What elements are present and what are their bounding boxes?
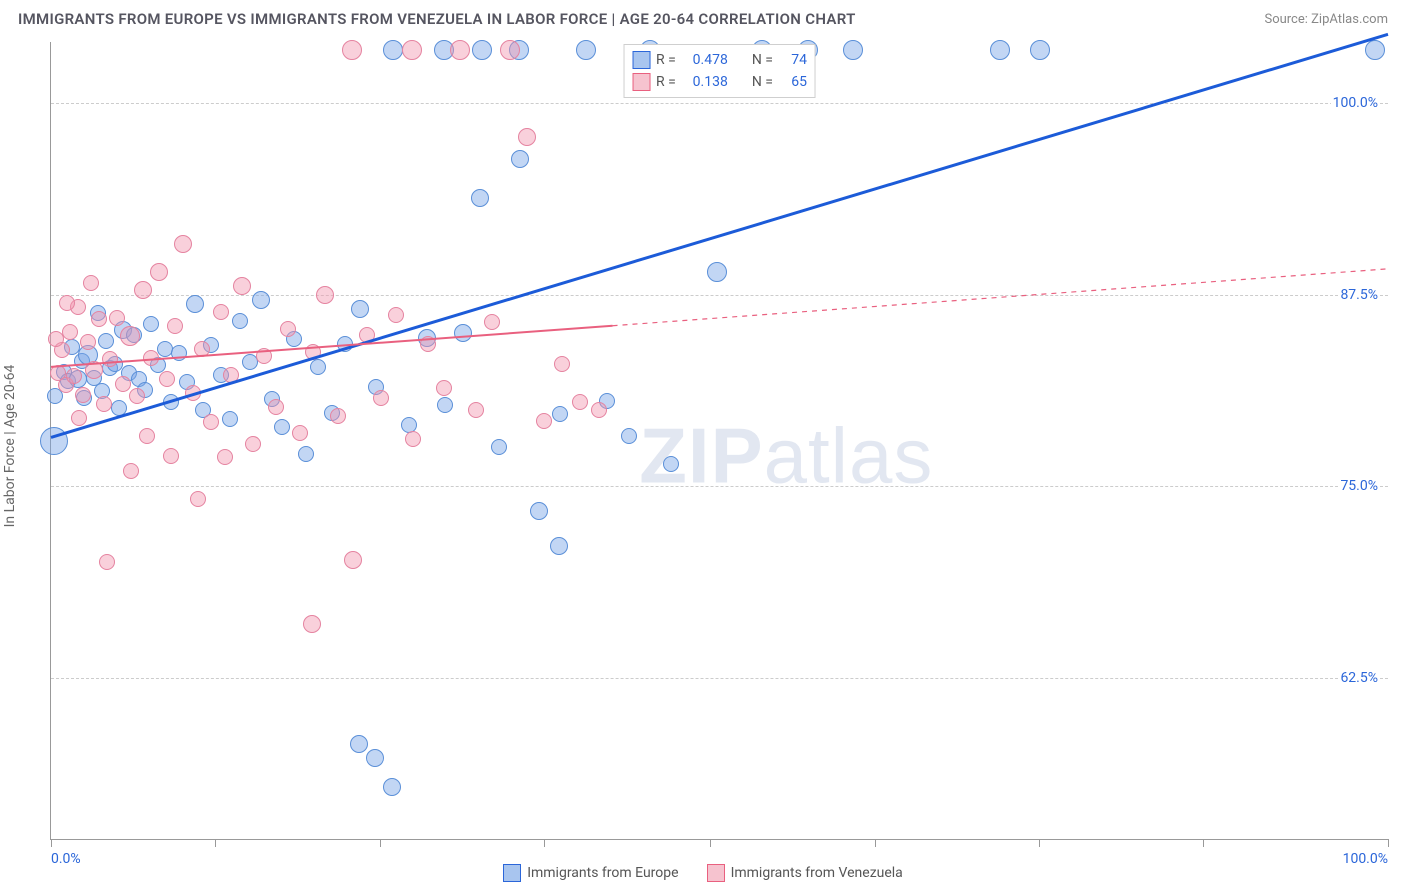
chart-title: IMMIGRANTS FROM EUROPE VS IMMIGRANTS FRO…: [18, 10, 856, 28]
x-tick: [51, 839, 52, 847]
x-tick: [1203, 839, 1204, 847]
legend-swatch: [503, 864, 521, 882]
chart-area: ZIPatlas R =0.478N =74R =0.138N =65 62.5…: [50, 42, 1388, 840]
x-tick: [215, 839, 216, 847]
n-value: 65: [779, 74, 807, 90]
n-value: 74: [779, 52, 807, 68]
legend-row: R = 0.478 N = 74: [632, 49, 807, 71]
n-label: N =: [752, 74, 773, 90]
legend-swatch: [632, 51, 650, 69]
series-legend: Immigrants from Europe Immigrants from Ve…: [0, 864, 1406, 882]
x-tick: [875, 839, 876, 847]
plot-region: ZIPatlas R =0.478N =74R =0.138N =65 62.5…: [50, 42, 1388, 840]
x-tick: [544, 839, 545, 847]
legend-row: R = 0.138 N = 65: [632, 71, 807, 93]
r-value: 0.138: [682, 74, 728, 90]
legend-swatch: [707, 864, 725, 882]
r-value: 0.478: [682, 52, 728, 68]
legend-item: Immigrants from Venezuela: [707, 864, 903, 882]
n-label: N =: [752, 52, 773, 68]
legend-label: Immigrants from Venezuela: [731, 865, 903, 881]
correlation-legend: R = 0.478 N = 74 R = 0.138 N = 65: [623, 44, 816, 98]
r-label: R =: [656, 52, 676, 68]
x-tick: [1039, 839, 1040, 847]
legend-swatch: [632, 73, 650, 91]
y-axis-label: In Labor Force | Age 20-64: [2, 365, 18, 528]
x-tick: [380, 839, 381, 847]
x-tick: [710, 839, 711, 847]
r-label: R =: [656, 74, 676, 90]
svg-layer: [51, 42, 1388, 839]
legend-item: Immigrants from Europe: [503, 864, 678, 882]
source-label: Source: ZipAtlas.com: [1264, 12, 1388, 27]
x-tick: [1388, 839, 1389, 847]
legend-label: Immigrants from Europe: [527, 865, 678, 881]
